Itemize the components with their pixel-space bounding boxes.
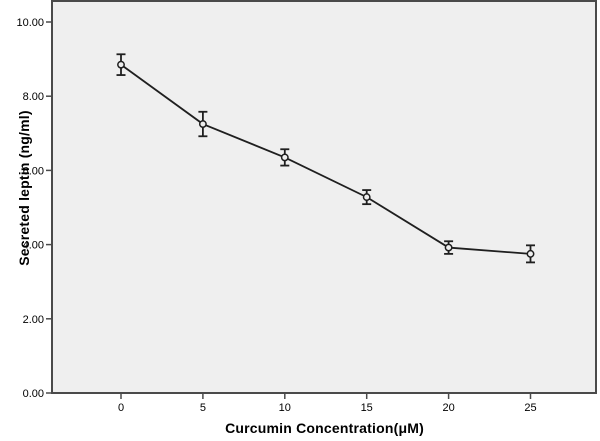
- plot-area: [52, 1, 596, 393]
- data-point: [117, 60, 125, 69]
- x-tick-label: 0: [118, 402, 124, 414]
- data-line: [120, 63, 531, 255]
- data-point: [444, 243, 453, 252]
- y-tick-label: 10.00: [16, 17, 44, 29]
- x-tick-label: 10: [279, 402, 291, 414]
- data-point: [526, 249, 535, 258]
- x-tick-label: 15: [361, 402, 373, 414]
- data-point: [362, 193, 371, 202]
- x-tick-label: 5: [200, 402, 206, 414]
- y-tick-label: 2.00: [23, 314, 44, 326]
- y-tick-label: 4.00: [23, 240, 44, 252]
- data-point: [198, 120, 207, 128]
- x-tick-label: 25: [524, 402, 536, 414]
- y-axis-title: Secreted leptin (ng/ml): [16, 110, 32, 266]
- plot-frame: [51, 0, 597, 394]
- y-tick-label: 0.00: [23, 388, 44, 400]
- y-tick-label: 8.00: [23, 91, 44, 103]
- data-point: [280, 153, 289, 162]
- x-axis-title: Curcumin Concentration(μM): [225, 420, 424, 436]
- x-tick-label: 20: [442, 402, 454, 414]
- y-tick-label: 6.00: [23, 165, 44, 177]
